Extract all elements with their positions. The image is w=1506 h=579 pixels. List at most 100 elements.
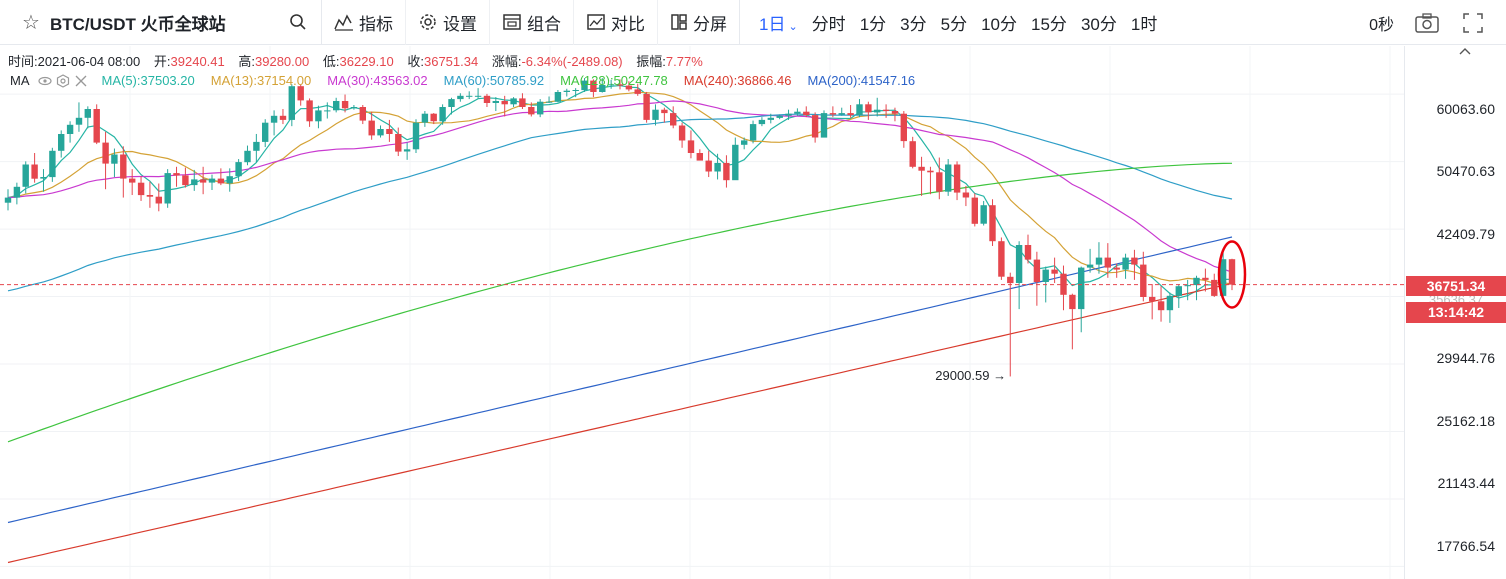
candlestick bbox=[155, 183, 162, 212]
candlestick bbox=[900, 111, 907, 148]
candle-body bbox=[962, 192, 970, 198]
combo-button[interactable]: 组合 bbox=[490, 0, 574, 45]
candlestick bbox=[1122, 253, 1129, 279]
candle-body bbox=[315, 110, 322, 122]
candlestick bbox=[75, 102, 83, 132]
candle-body bbox=[643, 93, 650, 120]
candle-body bbox=[927, 170, 934, 173]
interval-10m[interactable]: 10分 bbox=[981, 14, 1018, 34]
interval-realtime[interactable]: 分时 bbox=[811, 14, 846, 34]
candle-body bbox=[1228, 259, 1236, 285]
star-icon[interactable]: ☆ bbox=[22, 11, 40, 34]
candle-body bbox=[767, 117, 774, 120]
indicators-button[interactable]: 指标 bbox=[322, 0, 406, 45]
candle-body bbox=[599, 85, 606, 92]
indicators-icon bbox=[334, 14, 353, 31]
candle-body bbox=[1060, 273, 1067, 295]
candlestick bbox=[794, 108, 801, 116]
candle-body bbox=[66, 124, 74, 134]
split-screen-icon bbox=[671, 14, 687, 30]
axis-collapse-button[interactable] bbox=[1450, 44, 1480, 58]
candle-body bbox=[741, 140, 748, 145]
candlestick bbox=[1211, 273, 1218, 297]
interval-30m[interactable]: 30分 bbox=[1080, 14, 1117, 34]
candle-body bbox=[847, 113, 854, 116]
candlestick bbox=[1202, 268, 1209, 292]
low-label: 低: bbox=[322, 54, 340, 69]
candlestick bbox=[421, 111, 429, 127]
eye-icon[interactable] bbox=[37, 74, 52, 88]
gear-icon bbox=[420, 14, 436, 30]
interval-1d[interactable]: 1日 ⌄ bbox=[759, 10, 798, 35]
candlestick bbox=[368, 111, 375, 140]
settings-button[interactable]: 设置 bbox=[406, 0, 490, 45]
ma13-value: MA(13):37154.00 bbox=[210, 73, 312, 88]
candle-body bbox=[226, 176, 233, 184]
candle-body bbox=[519, 98, 526, 107]
candle-body bbox=[155, 196, 162, 204]
candle-body bbox=[510, 98, 517, 105]
settings-icon[interactable] bbox=[56, 73, 70, 88]
candle-body bbox=[412, 122, 420, 150]
close-value: 36751.34 bbox=[423, 54, 479, 69]
interval-5m[interactable]: 5分 bbox=[940, 14, 968, 34]
candle-body bbox=[501, 101, 508, 105]
candle-body bbox=[403, 149, 411, 152]
candle-body bbox=[137, 182, 145, 196]
candle-body bbox=[75, 117, 83, 125]
candle-countdown-tag: 13:14:42 bbox=[1406, 302, 1506, 323]
candle-body bbox=[989, 205, 996, 242]
candle-body bbox=[102, 142, 109, 164]
ghost-price-label: 35636.37 bbox=[1428, 296, 1484, 304]
candlestick bbox=[918, 156, 925, 196]
candle-body bbox=[545, 101, 553, 103]
candle-body bbox=[590, 80, 597, 92]
search-icon[interactable] bbox=[289, 13, 307, 31]
interval-1m[interactable]: 1分 bbox=[859, 14, 887, 34]
candle-body bbox=[217, 178, 225, 184]
candle-body bbox=[279, 115, 287, 120]
screenshot-button[interactable] bbox=[1414, 10, 1440, 36]
candle-body bbox=[1166, 295, 1174, 311]
candle-body bbox=[270, 115, 278, 123]
interval-1h[interactable]: 1时 bbox=[1130, 14, 1158, 34]
candle-body bbox=[891, 111, 899, 114]
interval-15m[interactable]: 15分 bbox=[1031, 14, 1067, 34]
close-icon[interactable] bbox=[74, 74, 88, 88]
candle-body bbox=[874, 109, 881, 113]
split-screen-button[interactable]: 分屏 bbox=[658, 0, 740, 45]
candlestick bbox=[1033, 251, 1041, 306]
candle-body bbox=[58, 134, 65, 151]
amplitude-label: 振幅: bbox=[636, 54, 666, 69]
interval-3m[interactable]: 3分 bbox=[900, 14, 927, 34]
candlestick bbox=[1184, 279, 1191, 301]
candle-body bbox=[49, 150, 56, 178]
candlestick bbox=[1228, 258, 1236, 291]
fullscreen-button[interactable] bbox=[1460, 10, 1486, 36]
candlestick bbox=[678, 122, 686, 148]
candlestick bbox=[891, 107, 899, 122]
candlestick bbox=[501, 95, 508, 117]
candle-body bbox=[829, 113, 837, 115]
candle-body bbox=[909, 141, 916, 167]
combo-icon bbox=[503, 14, 521, 30]
candle-body bbox=[1175, 286, 1182, 296]
candle-body bbox=[838, 113, 845, 115]
candlestick bbox=[173, 166, 180, 187]
candlestick bbox=[563, 88, 570, 97]
high-value: 39280.00 bbox=[255, 54, 310, 69]
symbol-selector[interactable]: ☆ BTC/USDT 火币全球站 bbox=[0, 0, 322, 45]
compare-button[interactable]: 对比 bbox=[574, 0, 658, 45]
candle-body bbox=[705, 160, 712, 172]
candlestick bbox=[333, 97, 340, 113]
candlestick bbox=[1219, 252, 1227, 300]
moving-average-lines bbox=[7, 84, 1233, 564]
candlestick bbox=[874, 97, 881, 117]
candle-body bbox=[1219, 259, 1227, 296]
candle-body bbox=[581, 80, 588, 91]
candle-body bbox=[146, 195, 154, 197]
candlestick bbox=[297, 84, 304, 106]
time-label: 时间: bbox=[8, 54, 38, 69]
ma128-value: MA(128):50247.78 bbox=[560, 73, 668, 88]
